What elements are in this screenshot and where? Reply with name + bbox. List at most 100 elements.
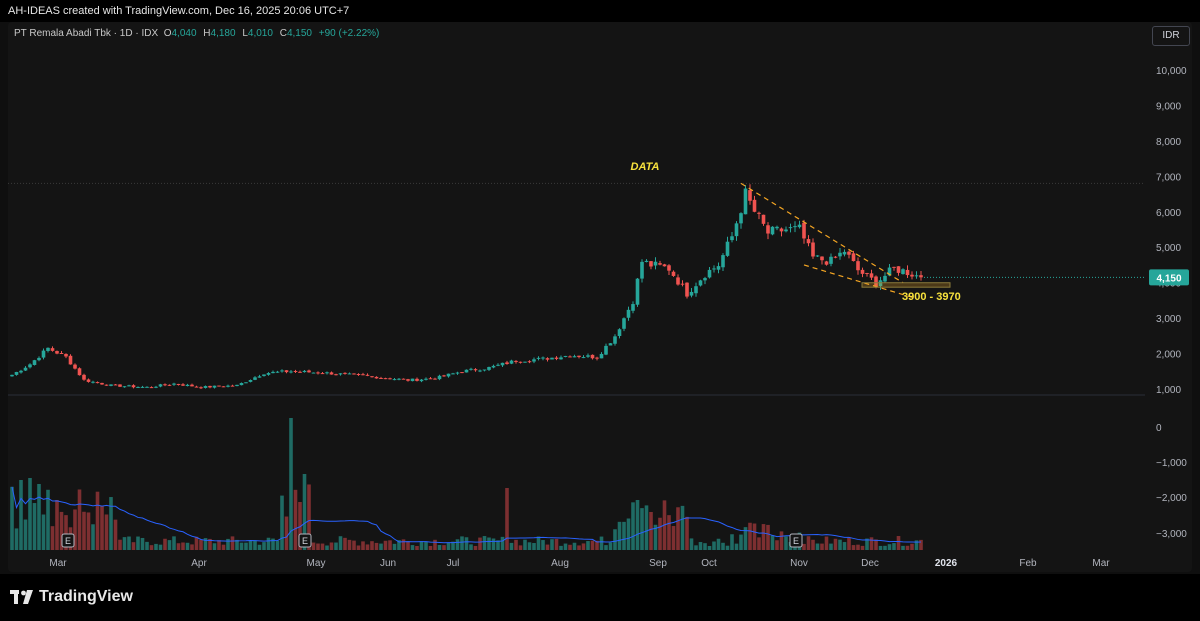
candle-body (46, 347, 50, 351)
volume-bar (28, 478, 32, 550)
volume-bar (338, 536, 343, 550)
earnings-marker-label: E (302, 536, 308, 546)
volume-bar (127, 536, 131, 550)
volume-bar (689, 538, 694, 550)
volume-bar (847, 537, 851, 550)
candle-body (536, 357, 541, 359)
candle-body (775, 226, 779, 229)
volume-bar (545, 544, 550, 550)
volume-bar (334, 542, 338, 550)
candle-body (851, 253, 856, 262)
price-axis-tick: 3,000 (1156, 314, 1181, 325)
candle-body (320, 373, 325, 375)
time-axis-label: Jun (380, 558, 396, 569)
candle-body (460, 372, 464, 374)
volume-bar (284, 516, 289, 550)
volume-bar (383, 540, 388, 550)
candle-body (658, 263, 662, 265)
candle-body (91, 381, 95, 383)
candle-body (334, 374, 338, 376)
candle-body (86, 379, 91, 382)
candle-body (176, 383, 181, 385)
volume-bar (464, 537, 469, 550)
volume-bar (698, 542, 703, 550)
volume-bar (271, 538, 275, 550)
candle-body (473, 369, 478, 371)
volume-bar (811, 539, 815, 550)
volume-bar (896, 536, 901, 550)
candle-body (734, 223, 739, 237)
candle-body (104, 384, 109, 386)
volume-bar (824, 536, 829, 550)
candle-body (32, 360, 37, 365)
candle-body (766, 225, 770, 234)
volume-bar (581, 543, 586, 550)
volume-bar (320, 543, 325, 550)
price-axis-tick: 6,000 (1156, 208, 1181, 219)
volume-moving-average-line (11, 486, 922, 544)
volume-bar (568, 544, 572, 550)
candle-body (518, 361, 523, 363)
price-axis-tick: 8,000 (1156, 137, 1181, 148)
earnings-marker-label: E (793, 536, 799, 546)
volume-bar (496, 540, 500, 550)
price-axis-tick: 2,000 (1156, 350, 1181, 361)
candle-body (896, 266, 901, 273)
tradingview-logo[interactable]: TradingView (10, 588, 133, 606)
volume-bar (887, 544, 892, 550)
volume-bar (725, 545, 730, 550)
volume-bar (100, 505, 104, 550)
candle-body (640, 261, 644, 279)
volume-bar (329, 542, 334, 550)
candle-body (23, 367, 28, 371)
candle-body (64, 353, 68, 357)
candle-body (554, 357, 559, 359)
volume-bar (293, 489, 298, 550)
volume-bar (761, 524, 766, 550)
volume-bar (514, 539, 518, 550)
volume-bar (838, 539, 842, 550)
volume-bar (442, 545, 446, 550)
candle-body (770, 226, 775, 235)
volume-bar (55, 500, 59, 550)
candle-body (428, 378, 433, 380)
candle-body (721, 255, 725, 268)
change-value: +90 (+2.22%) (318, 28, 380, 39)
volume-bar (892, 543, 896, 550)
volume-bar (523, 539, 527, 550)
volume-bar (226, 538, 230, 550)
candle-body (356, 374, 361, 376)
candle-body (626, 309, 631, 318)
candle-body (622, 318, 626, 329)
volume-bar (469, 544, 473, 550)
volume-bar (302, 474, 307, 550)
volume-bar (644, 505, 649, 550)
candle-body (716, 266, 721, 270)
candle-body (752, 199, 757, 212)
candle-body (698, 280, 703, 286)
candle-body (325, 372, 329, 374)
candle-body (235, 384, 239, 387)
candle-body (451, 373, 455, 375)
symbol-name[interactable]: PT Remala Abadi Tbk · 1D · IDX (14, 28, 159, 39)
candle-body (433, 378, 437, 380)
candle-body (113, 384, 118, 386)
volume-bar (640, 508, 644, 550)
candle-body (145, 386, 149, 388)
volume-bar (748, 522, 752, 550)
currency-button[interactable]: IDR (1152, 26, 1190, 46)
volume-bar (694, 545, 698, 550)
candle-body (118, 384, 122, 387)
volume-bar (23, 519, 28, 550)
volume-bar (149, 545, 154, 550)
volume-bar (667, 515, 671, 550)
candle-body (361, 374, 365, 376)
candle-body (919, 275, 923, 278)
candle-body (253, 377, 257, 380)
candle-body (653, 261, 658, 266)
volume-bar (212, 543, 217, 550)
candle-body (100, 382, 104, 385)
candle-body (68, 355, 73, 365)
candle-body (379, 377, 383, 379)
